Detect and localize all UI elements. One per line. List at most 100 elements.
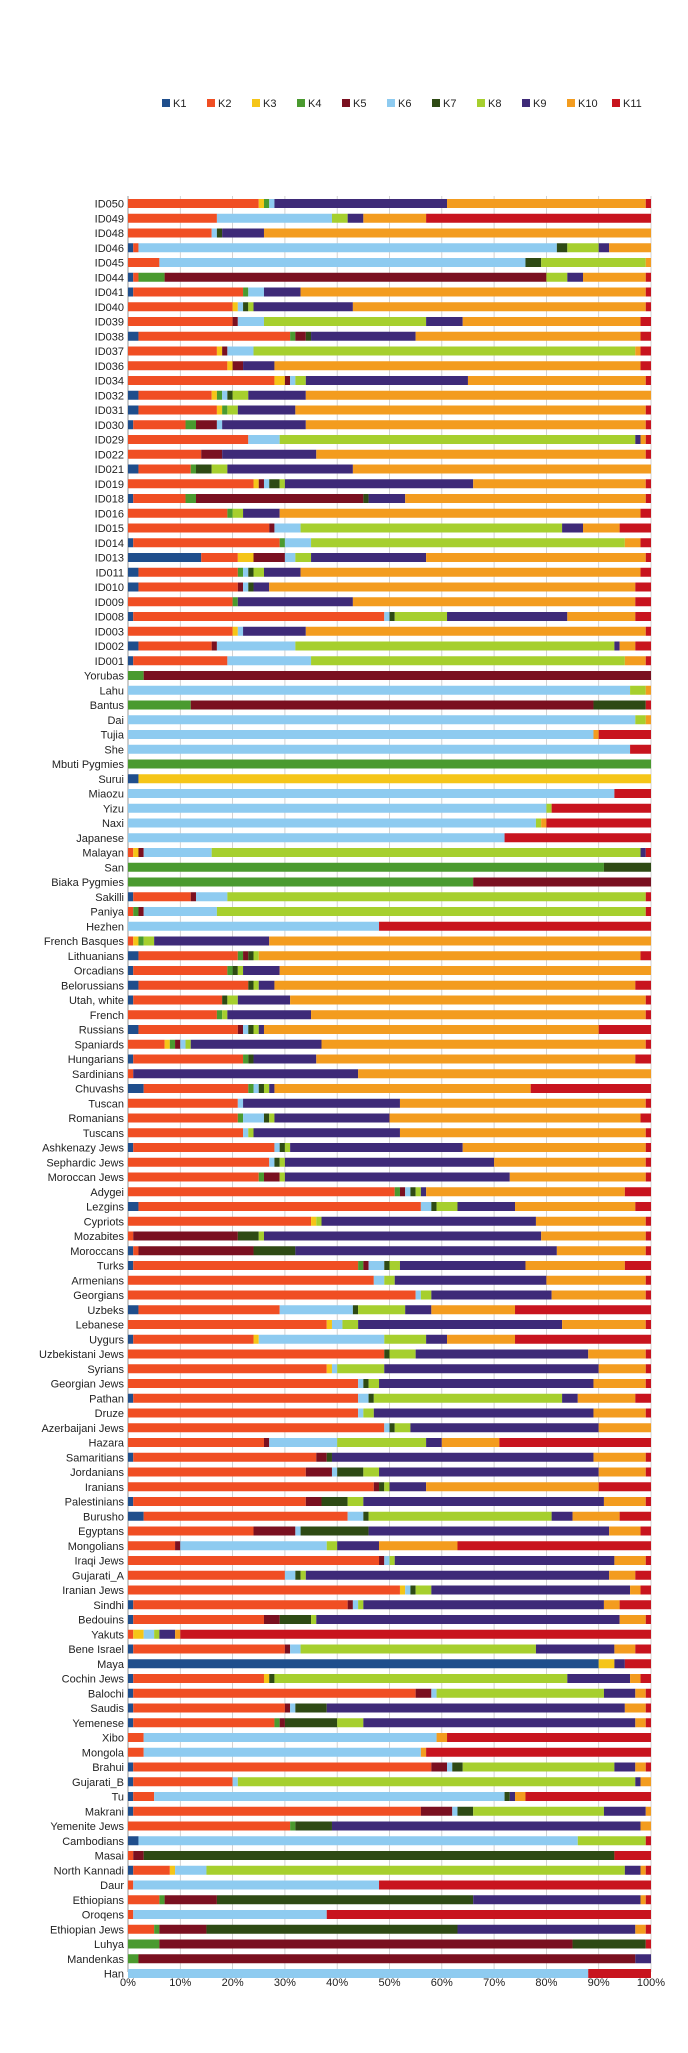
bar-segment-k2 xyxy=(133,1143,275,1152)
bar-segment-k8 xyxy=(394,612,448,621)
bar-segment-k2 xyxy=(133,892,191,902)
bar-segment-k9 xyxy=(431,1290,552,1300)
bar-segment-k10 xyxy=(363,213,427,223)
category-label: ID041 xyxy=(95,287,124,299)
bar-segment-k11 xyxy=(598,730,651,739)
bar-segment-k2 xyxy=(133,1261,359,1270)
bar-segment-k11 xyxy=(588,1969,651,1978)
bar-segment-k11 xyxy=(645,420,651,430)
bar-segment-k6 xyxy=(211,228,217,238)
bar-segment-k11 xyxy=(624,1187,651,1197)
bar-segment-k8 xyxy=(331,213,348,223)
bar-segment-k10 xyxy=(311,1010,646,1020)
bar-segment-k3 xyxy=(237,553,254,562)
bar-segment-k2 xyxy=(128,1010,217,1020)
bar-segment-k9 xyxy=(305,1570,610,1580)
bar-segment-k2 xyxy=(133,1615,264,1624)
bar-segment-k10 xyxy=(467,376,646,385)
bar-segment-k1 xyxy=(128,1688,134,1698)
bar-segment-k10 xyxy=(494,1157,646,1167)
bar-segment-k7 xyxy=(143,1851,615,1860)
bar-segment-k6 xyxy=(243,1128,249,1138)
bar-segment-k2 xyxy=(128,1069,134,1079)
bar-segment-k4 xyxy=(128,759,651,769)
bar-segment-k9 xyxy=(295,1246,557,1256)
bar-segment-k2 xyxy=(128,1570,285,1580)
bar-segment-k9 xyxy=(368,1526,610,1536)
bar-segment-k11 xyxy=(645,287,651,297)
bar-segment-k2 xyxy=(128,302,233,312)
category-label: Georgian Jews xyxy=(51,1379,125,1391)
bar-segment-k7 xyxy=(410,1585,416,1595)
bar-segment-k10 xyxy=(447,1334,516,1344)
category-label: Romanians xyxy=(68,1113,124,1125)
category-label: Armenians xyxy=(71,1275,124,1287)
bar-segment-k2 xyxy=(133,1334,254,1344)
bar-segment-k11 xyxy=(426,1747,651,1757)
category-label: Hezhen xyxy=(86,921,124,933)
x-tick-label: 0% xyxy=(120,1977,136,1989)
bar-segment-k10 xyxy=(274,361,641,371)
bar-segment-k4 xyxy=(216,1010,223,1020)
bar-segment-k8 xyxy=(473,1806,604,1816)
x-tick-label: 70% xyxy=(483,1977,505,1989)
bar-segment-k9 xyxy=(290,1143,463,1152)
bar-segment-k9 xyxy=(243,361,275,371)
x-axis-ticks: 0% 10% 20% 30% 40% 50% 60% 70% 80% 90% 100% xyxy=(120,1977,665,1989)
bar-segment-k2 xyxy=(133,1393,359,1403)
bar-segment-k10 xyxy=(473,479,646,489)
category-label: Moroccans xyxy=(70,1246,124,1258)
bar-segment-k5 xyxy=(133,1851,144,1860)
category-label: Hungarians xyxy=(68,1054,125,1066)
bar-segment-k2 xyxy=(128,1438,264,1447)
bar-segment-k11 xyxy=(598,1025,651,1034)
bar-segment-k3 xyxy=(598,1659,615,1669)
bar-segment-k10 xyxy=(509,1172,646,1182)
category-label: Miaozu xyxy=(89,789,124,801)
bar-segment-k7 xyxy=(284,1718,338,1728)
category-label: ID021 xyxy=(95,464,124,476)
bar-segment-k4 xyxy=(227,508,233,518)
bar-segment-k10 xyxy=(630,1674,641,1683)
bar-segment-k8 xyxy=(462,1762,615,1772)
bar-segment-k11 xyxy=(635,1644,651,1654)
bar-segment-k8 xyxy=(263,317,427,326)
bar-segment-k2 xyxy=(138,405,217,415)
category-label: Naxi xyxy=(102,818,124,830)
bar-segment-k6 xyxy=(180,1039,186,1049)
bar-segment-k6 xyxy=(195,892,228,902)
legend-label-k1: K1 xyxy=(173,98,186,110)
bar-segment-k2 xyxy=(138,951,238,961)
bar-segment-k10 xyxy=(619,1615,646,1624)
bar-segment-k1 xyxy=(128,612,134,621)
bar-segment-k11 xyxy=(619,1600,651,1610)
category-label: Bedouins xyxy=(78,1615,124,1627)
bar-segment-k8 xyxy=(185,1039,191,1049)
bar-segment-k9 xyxy=(614,1659,625,1669)
bar-segment-k9 xyxy=(363,1600,604,1610)
bar-segment-k7 xyxy=(269,1674,275,1683)
bar-segment-k9 xyxy=(394,1556,615,1565)
bar-segment-k9 xyxy=(347,213,364,223)
bar-segment-k11 xyxy=(645,199,651,208)
bar-segment-k1 xyxy=(128,951,139,961)
bar-segment-k1 xyxy=(128,1143,134,1152)
bar-segment-k4 xyxy=(154,1924,160,1934)
bar-segment-k11 xyxy=(379,921,651,931)
bar-segment-k11 xyxy=(645,1703,651,1713)
bar-segment-k8 xyxy=(311,538,625,548)
bar-segment-k9 xyxy=(159,1629,176,1639)
bar-segment-k11 xyxy=(635,1054,651,1064)
bar-segment-k11 xyxy=(635,641,651,651)
bar-segment-k7 xyxy=(295,1703,327,1713)
bar-segment-k9 xyxy=(551,1511,573,1521)
bar-segment-k9 xyxy=(363,1718,636,1728)
category-label: Yorubas xyxy=(84,671,124,683)
category-label: Orcadians xyxy=(74,966,125,978)
bar-segment-k9 xyxy=(331,1821,641,1831)
category-label: Lahu xyxy=(100,685,124,697)
bar-segment-k7 xyxy=(363,494,369,503)
bar-segment-k9 xyxy=(405,1305,432,1315)
bar-segment-k5 xyxy=(159,1924,207,1934)
bar-segment-k8 xyxy=(358,1600,364,1610)
